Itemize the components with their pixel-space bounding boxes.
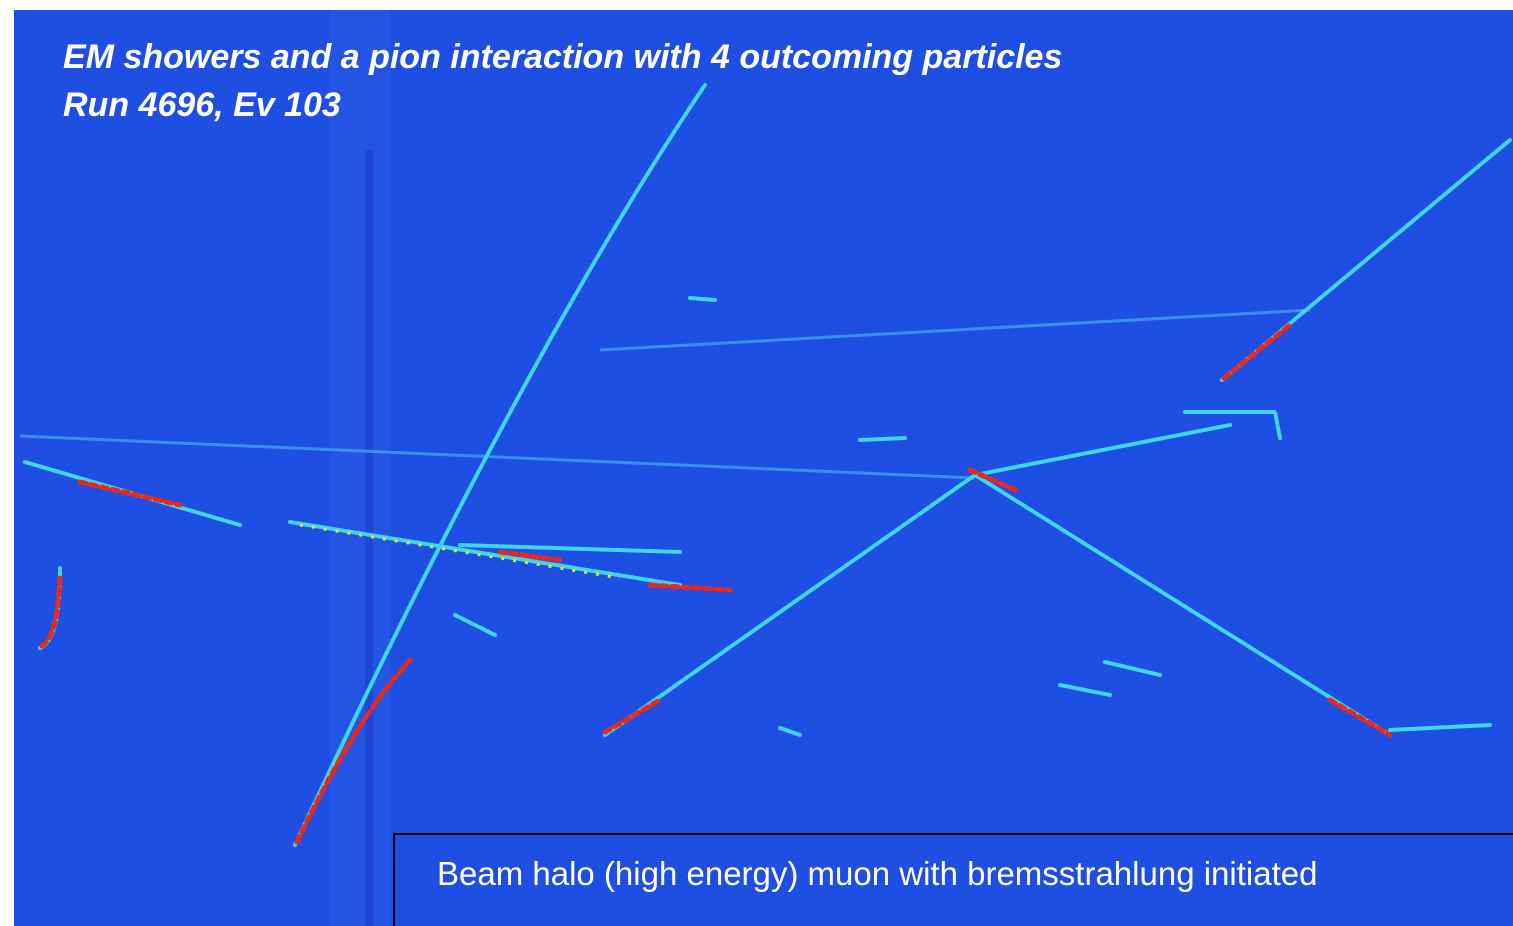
caption-text: Beam halo (high energy) muon with bremss… [437,855,1317,892]
fragment-3 [860,438,905,440]
subtitle: Run 4696, Ev 103 [63,86,341,124]
event-display: EM showers and a pion interaction with 4… [0,0,1513,926]
fragment-7 [690,298,715,300]
title: EM showers and a pion interaction with 4… [63,38,1062,76]
noisy-wires [330,10,390,926]
